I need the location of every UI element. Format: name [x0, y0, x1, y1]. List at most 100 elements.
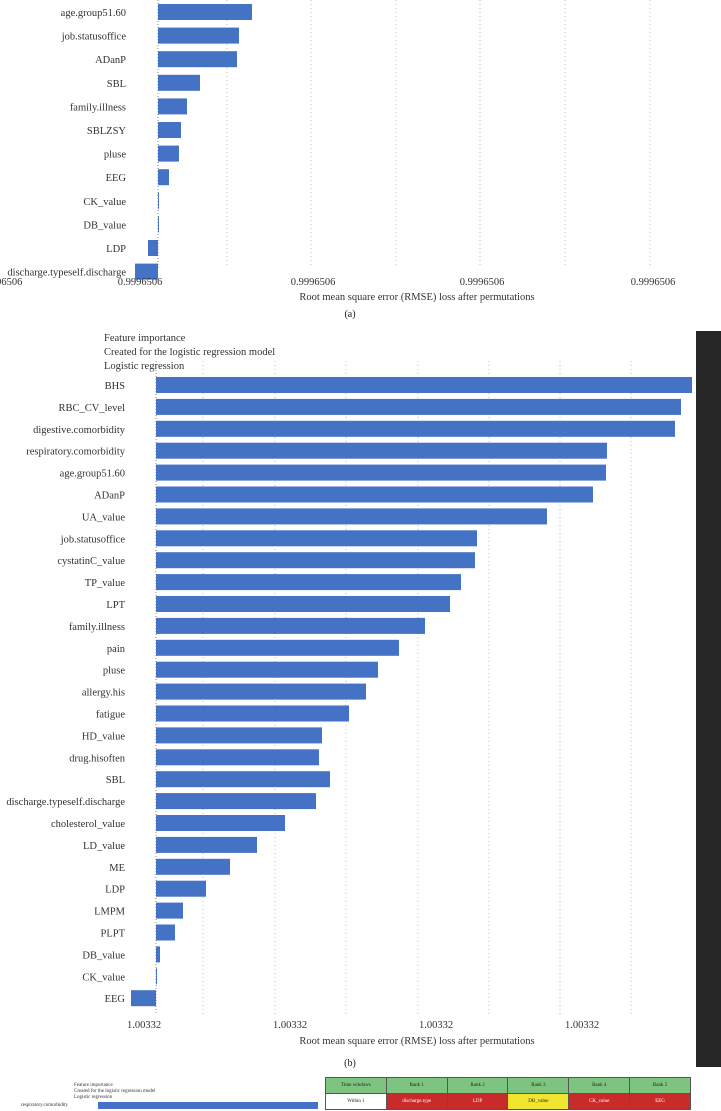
chart-b-tick-label: 1.00332 [419, 1020, 453, 1031]
chart-b-x-axis-title: Root mean square error (RMSE) loss after… [299, 1036, 534, 1047]
chart-a-bar-pluse [158, 145, 179, 162]
chart-b-label-pain: pain [107, 644, 126, 655]
chart-b-label-drug.hisoften: drug.hisoften [69, 753, 125, 764]
chart-a-label-SBL: SBL [107, 79, 126, 90]
chart-b-bar-age.group51.60 [156, 464, 606, 481]
caption-b: (b) [344, 1058, 356, 1069]
chart-b-bar-respiratory.comorbidity [156, 442, 607, 459]
chart-a-tick-label: 0.9996506 [0, 277, 22, 288]
chart-b-bar-CK_value [156, 968, 157, 985]
chart-b-title: Feature importance [104, 333, 186, 344]
chart-b-label-BHS: BHS [105, 381, 126, 392]
chart-a-label-job.statusoffice: job.statusoffice [61, 32, 127, 43]
chart-b-label-SBL: SBL [106, 775, 125, 786]
rank-header-3: Rank 3 [507, 1077, 570, 1094]
chart-b-label-discharge.typeself.discharge: discharge.typeself.discharge [6, 797, 125, 808]
rank-header-1: Rank 1 [385, 1077, 448, 1094]
chart-b-bar-ADanP [156, 486, 593, 503]
chart-b-label-UA_value: UA_value [82, 512, 125, 523]
chart-b-tick-label: 1.00332 [565, 1020, 599, 1031]
chart-b-bar-LDP [156, 880, 206, 897]
chart-a-x-axis-title: Root mean square error (RMSE) loss after… [299, 292, 534, 303]
chart-a-tick-label: 0.9996506 [631, 277, 676, 288]
chart-b-bar-pluse [156, 661, 378, 678]
chart-b-label-allergy.his: allergy.his [82, 688, 125, 699]
chart-a-bar-SBL [158, 74, 200, 91]
chart-a-bar-EEG [158, 169, 169, 186]
caption-a: (a) [344, 309, 356, 320]
rank-header-5: Rank 5 [629, 1077, 691, 1094]
chart-b-bar-HD_value [156, 727, 322, 744]
chart-b-subtitle: Created for the logistic regression mode… [104, 347, 275, 358]
chart-b-bar-family.illness [156, 617, 425, 634]
chart-c-thumbnail: Feature importance Created for the logis… [21, 1083, 318, 1109]
chart-b-label-cholesterol_value: cholesterol_value [51, 819, 125, 830]
chart-b-label-job.statusoffice: job.statusoffice [60, 534, 126, 545]
chart-b-label-PLPT: PLPT [100, 929, 125, 940]
chart-b-bar-LPT [156, 596, 450, 612]
chart-b-tick-label: 1.00332 [127, 1020, 161, 1031]
chart-a-tick-label: 0.9996506 [460, 277, 505, 288]
rank-cell-3: DB_value [507, 1093, 570, 1110]
chart-a: age.group51.60 job.statusoffice ADanP SBL fa… [0, 0, 676, 303]
rank-cell-1: discharge.type [385, 1093, 448, 1110]
chart-b-label-pluse: pluse [103, 666, 126, 677]
rank-cell-5: EEG [629, 1093, 691, 1110]
chart-b-label-fatigue: fatigue [96, 710, 125, 721]
chart-b-series-label: Logistic regression [104, 361, 185, 372]
chart-a-bar-job.statusoffice [158, 27, 239, 44]
chart-b-label-respiratory.comorbidity: respiratory.comorbidity [26, 447, 126, 458]
chart-b-label-CK_value: CK_value [82, 972, 125, 983]
chart-b-bar-RBC_CV_level [156, 398, 681, 415]
rank-header-2: Rank 2 [446, 1077, 509, 1094]
chart-b-label-ME: ME [109, 863, 125, 874]
chart-a-bar-LDP [148, 240, 158, 256]
chart-b-bar-digestive.comorbidity [156, 420, 675, 437]
chart-b-bar-allergy.his [156, 683, 366, 700]
rank-cell-window: Within 1 [325, 1093, 387, 1110]
chart-b-bar-cystatinC_value [156, 552, 475, 569]
chart-b-bar-PLPT [156, 924, 175, 941]
chart-b-label-LPT: LPT [106, 600, 125, 611]
chart-a-bar-SBLZSY [158, 122, 181, 138]
chart-b-bar-fatigue [156, 705, 349, 722]
chart-a-label-ADanP: ADanP [95, 55, 126, 66]
chart-a-tick-label: 0.9996506 [118, 277, 163, 288]
chart-b-bar-SBL [156, 771, 330, 788]
chart-a-bar-CK_value [158, 192, 159, 209]
chart-b-label-digestive.comorbidity: digestive.comorbidity [33, 425, 126, 436]
chart-b-label-LDP: LDP [105, 885, 125, 896]
thumb-subtitle: Created for the logistic regression mode… [74, 1089, 156, 1094]
chart-a-bar-family.illness [158, 98, 187, 115]
chart-b-tick-label: 1.00332 [273, 1020, 307, 1031]
chart-b-bar-BHS [156, 377, 692, 393]
chart-b: BHS RBC_CV_level digestive.comorbidity resp… [6, 333, 692, 1047]
chart-b-bar-discharge.typeself.discharge [156, 793, 316, 810]
chart-b-label-cystatinC_value: cystatinC_value [57, 556, 125, 567]
thumb-first-bar [98, 1102, 318, 1109]
chart-a-label-EEG: EEG [106, 173, 127, 184]
chart-a-label-CK_value: CK_value [83, 197, 126, 208]
chart-a-bar-discharge.typeself.discharge [135, 263, 158, 280]
chart-a-label-SBLZSY: SBLZSY [87, 126, 127, 137]
chart-a-label-age.group51.60: age.group51.60 [61, 8, 126, 19]
chart-b-bar-DB_value [156, 946, 160, 963]
chart-a-label-LDP: LDP [106, 244, 126, 255]
chart-b-label-family.illness: family.illness [69, 622, 125, 633]
chart-a-bar-ADanP [158, 51, 237, 68]
chart-a-bar-DB_value [158, 216, 159, 233]
chart-b-label-ADanP: ADanP [94, 491, 125, 502]
chart-b-bar-ME [156, 858, 230, 875]
chart-b-label-HD_value: HD_value [82, 731, 125, 742]
chart-b-bar-EEG [131, 990, 156, 1007]
thumb-title: Feature importance [74, 1083, 114, 1088]
chart-a-label-family.illness: family.illness [70, 102, 126, 113]
chart-b-bar-cholesterol_value [156, 815, 285, 831]
dark-side-panel [696, 331, 721, 1067]
rank-header-4: Rank 4 [568, 1077, 631, 1094]
chart-b-bar-TP_value [156, 574, 461, 591]
chart-b-bar-drug.hisoften [156, 749, 319, 766]
chart-a-label-discharge.typeself.discharge: discharge.typeself.discharge [7, 268, 126, 279]
chart-b-label-RBC_CV_level: RBC_CV_level [58, 403, 125, 414]
chart-b-label-age.group51.60: age.group51.60 [60, 469, 125, 480]
